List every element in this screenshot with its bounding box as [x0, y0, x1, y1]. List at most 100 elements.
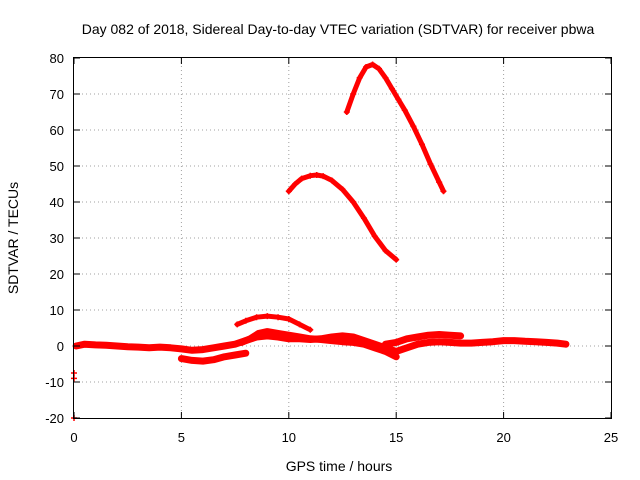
- data-point: [350, 339, 357, 346]
- data-point: [511, 337, 518, 344]
- data-point: [189, 357, 196, 364]
- data-point: [307, 172, 314, 179]
- y-tick-label: 60: [50, 123, 64, 138]
- data-point: [199, 358, 206, 365]
- data-point: [92, 341, 99, 348]
- data-point: [410, 123, 417, 130]
- data-point: [210, 356, 217, 363]
- data-point: [253, 314, 260, 321]
- series-dip-lower: [177, 349, 250, 365]
- data-point: [328, 337, 335, 344]
- data-point: [436, 338, 443, 345]
- y-tick-label: 70: [50, 87, 64, 102]
- data-point: [178, 345, 185, 352]
- data-point: [360, 215, 367, 222]
- data-point: [382, 341, 389, 348]
- data-point: [393, 256, 400, 263]
- data-point: [363, 64, 370, 70]
- x-tick-label: 20: [496, 430, 510, 445]
- x-tick-label: 5: [178, 430, 185, 445]
- data-point: [446, 339, 453, 346]
- data-point: [382, 247, 389, 254]
- data-point: [285, 332, 292, 339]
- data-point: [318, 336, 325, 343]
- data-point: [446, 332, 453, 339]
- data-point: [393, 353, 400, 360]
- series-trace: [344, 62, 446, 194]
- data-point: [371, 344, 378, 351]
- y-tick-label: 50: [50, 159, 64, 174]
- data-point: [543, 339, 550, 346]
- y-tick-label: 20: [50, 267, 64, 282]
- data-point: [440, 188, 447, 195]
- y-tick-label: 10: [50, 303, 64, 318]
- data-point: [296, 334, 303, 340]
- data-point: [285, 316, 292, 322]
- x-tick-label: 0: [70, 430, 77, 445]
- data-point: [414, 334, 421, 340]
- chart-title: Day 082 of 2018, Sidereal Day-to-day VTE…: [82, 21, 595, 37]
- data-point: [296, 321, 303, 328]
- data-point: [135, 344, 142, 351]
- data-point: [382, 74, 389, 81]
- grid-lines: [74, 58, 611, 418]
- series-arc-top: [343, 61, 447, 195]
- data-point: [264, 328, 271, 335]
- data-point: [221, 343, 228, 349]
- data-point: [382, 348, 389, 355]
- data-point: [247, 335, 254, 342]
- data-point: [371, 233, 378, 240]
- data-point: [232, 341, 239, 348]
- plot-frame: [73, 57, 612, 419]
- data-point: [221, 353, 228, 360]
- x-tick-label: 25: [604, 430, 618, 445]
- data-point: [360, 341, 367, 348]
- data-point: [395, 96, 402, 103]
- data-point: [468, 340, 475, 347]
- y-tick-label: -10: [45, 375, 64, 390]
- data-point: [264, 313, 271, 320]
- data-point: [242, 350, 249, 357]
- data-point: [292, 181, 299, 187]
- data-point: [298, 175, 305, 182]
- data-point: [189, 347, 196, 354]
- data-point: [457, 332, 464, 339]
- data-point: [427, 161, 434, 168]
- data-point: [255, 330, 262, 337]
- data-point: [369, 61, 376, 68]
- x-tick-label: 15: [389, 430, 403, 445]
- y-tick-label: 30: [50, 231, 64, 246]
- data-point: [167, 344, 174, 351]
- y-axis-label: SDTVAR / TECUs: [5, 182, 21, 294]
- data-point: [307, 326, 314, 333]
- series-trace: [238, 328, 400, 361]
- data-point: [522, 338, 529, 345]
- data-point: [403, 335, 410, 342]
- data-point: [500, 337, 507, 344]
- x-axis-label: GPS time / hours: [286, 458, 393, 474]
- data-point: [343, 109, 350, 115]
- data-point: [339, 338, 346, 345]
- y-tick-label: -20: [45, 411, 64, 426]
- axis-ticks: 0 5 10 15 20 25 -20 -10 0 10 20 30 40 50 60 70 80: [45, 51, 618, 445]
- data-point: [388, 85, 395, 92]
- data-point: [124, 343, 131, 350]
- data-point: [401, 107, 408, 114]
- data-point: [479, 339, 486, 346]
- data-point: [489, 338, 496, 345]
- data-series: [71, 61, 570, 421]
- y-tick-label: 80: [50, 51, 64, 66]
- series-upper-arc-small: [234, 313, 314, 333]
- data-point: [199, 346, 206, 353]
- data-point: [425, 339, 432, 346]
- data-point: [328, 177, 335, 184]
- x-tick-label: 10: [282, 430, 296, 445]
- data-point: [414, 341, 421, 348]
- data-point: [275, 314, 282, 321]
- data-point: [232, 352, 239, 358]
- data-point: [339, 332, 346, 339]
- data-point: [210, 344, 217, 351]
- data-point: [532, 338, 539, 345]
- data-point: [285, 188, 292, 195]
